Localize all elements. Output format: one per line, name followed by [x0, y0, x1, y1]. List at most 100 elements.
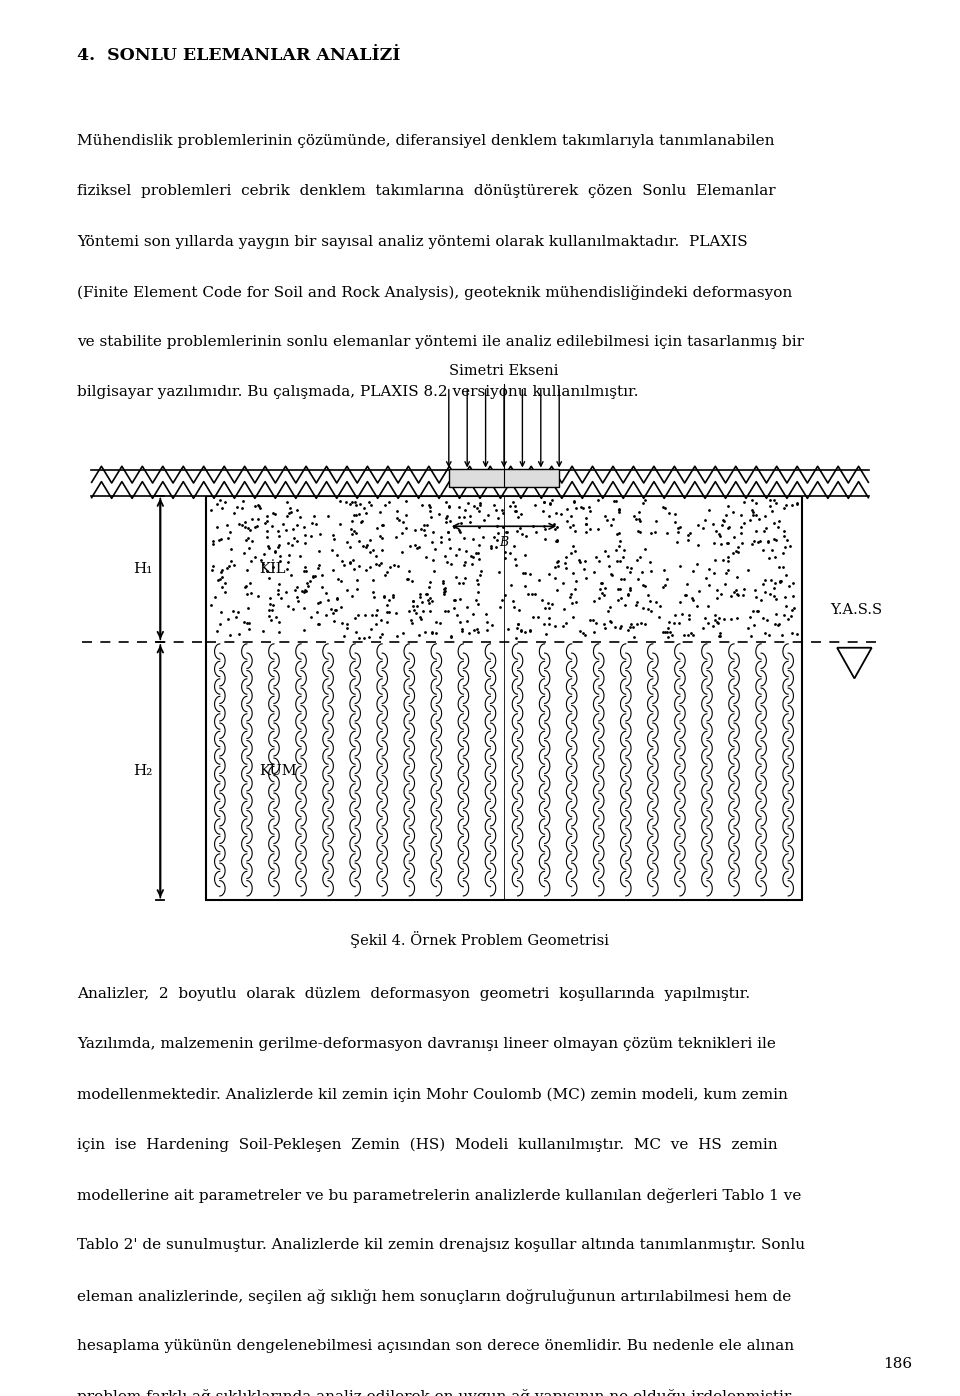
- Point: [773, 571, 788, 593]
- Point: [363, 618, 378, 641]
- Point: [702, 498, 717, 521]
- Point: [757, 621, 773, 644]
- Point: [681, 624, 696, 646]
- Point: [446, 597, 462, 620]
- Point: [541, 505, 557, 528]
- Point: [299, 579, 314, 602]
- Point: [373, 609, 389, 631]
- Point: [709, 588, 725, 610]
- Point: [212, 568, 228, 591]
- Point: [699, 567, 714, 589]
- Point: [386, 586, 401, 609]
- Point: [516, 563, 531, 585]
- Point: [762, 582, 778, 604]
- Point: [610, 550, 625, 572]
- Point: [726, 501, 741, 524]
- Point: [213, 602, 228, 624]
- Text: Simetri Ekseni: Simetri Ekseni: [449, 364, 559, 378]
- Point: [604, 564, 619, 586]
- Point: [495, 501, 511, 524]
- Point: [578, 507, 593, 529]
- Point: [582, 500, 597, 522]
- Point: [617, 593, 633, 616]
- Point: [776, 604, 791, 627]
- Point: [657, 558, 672, 581]
- Point: [567, 540, 583, 563]
- Point: [471, 500, 487, 522]
- Point: [358, 536, 373, 558]
- Point: [325, 558, 341, 581]
- Point: [366, 570, 381, 592]
- Point: [577, 550, 592, 572]
- Point: [487, 494, 502, 517]
- Point: [244, 508, 259, 530]
- Point: [711, 524, 727, 546]
- Point: [745, 600, 760, 623]
- Point: [423, 505, 439, 528]
- Point: [409, 595, 424, 617]
- Point: [744, 489, 759, 511]
- Point: [424, 530, 440, 553]
- Point: [540, 597, 556, 620]
- Point: [370, 517, 385, 539]
- Point: [713, 533, 729, 556]
- Point: [404, 611, 420, 634]
- Point: [459, 595, 474, 617]
- Point: [238, 575, 253, 597]
- Point: [740, 558, 756, 581]
- Point: [768, 493, 783, 515]
- Point: [749, 521, 764, 543]
- Point: [348, 494, 363, 517]
- Point: [369, 553, 384, 575]
- Point: [751, 600, 766, 623]
- Point: [297, 524, 312, 546]
- Point: [776, 521, 791, 543]
- Point: [514, 503, 529, 525]
- Point: [465, 553, 480, 575]
- Point: [555, 616, 570, 638]
- Point: [240, 558, 255, 581]
- Point: [330, 568, 346, 591]
- Point: [774, 624, 789, 646]
- Point: [565, 514, 581, 536]
- Point: [466, 618, 481, 641]
- Point: [535, 589, 550, 611]
- Point: [779, 564, 794, 586]
- Point: [707, 603, 722, 625]
- Point: [334, 596, 349, 618]
- Point: [642, 589, 658, 611]
- Point: [405, 591, 420, 613]
- Point: [632, 521, 647, 543]
- Point: [442, 494, 457, 517]
- Point: [379, 561, 395, 584]
- Point: [655, 496, 670, 518]
- Point: [229, 496, 245, 518]
- Point: [550, 550, 565, 572]
- Point: [701, 558, 716, 581]
- Point: [730, 607, 745, 630]
- Point: [289, 530, 304, 553]
- Point: [451, 519, 467, 542]
- Point: [612, 501, 627, 524]
- Point: [209, 517, 225, 539]
- Point: [567, 519, 583, 542]
- Point: [718, 561, 733, 584]
- Point: [637, 613, 653, 635]
- Point: [290, 577, 305, 599]
- Point: [682, 603, 697, 625]
- Point: [572, 620, 588, 642]
- Bar: [206, 496, 802, 900]
- Point: [754, 589, 769, 611]
- Point: [438, 579, 453, 602]
- Point: [471, 547, 487, 570]
- Point: [437, 544, 452, 567]
- Point: [542, 491, 558, 514]
- Point: [647, 521, 662, 543]
- Point: [305, 565, 321, 588]
- Point: [507, 494, 522, 517]
- Point: [537, 491, 552, 514]
- Point: [334, 611, 349, 634]
- Point: [575, 623, 590, 645]
- Point: [262, 586, 277, 609]
- Point: [701, 595, 716, 617]
